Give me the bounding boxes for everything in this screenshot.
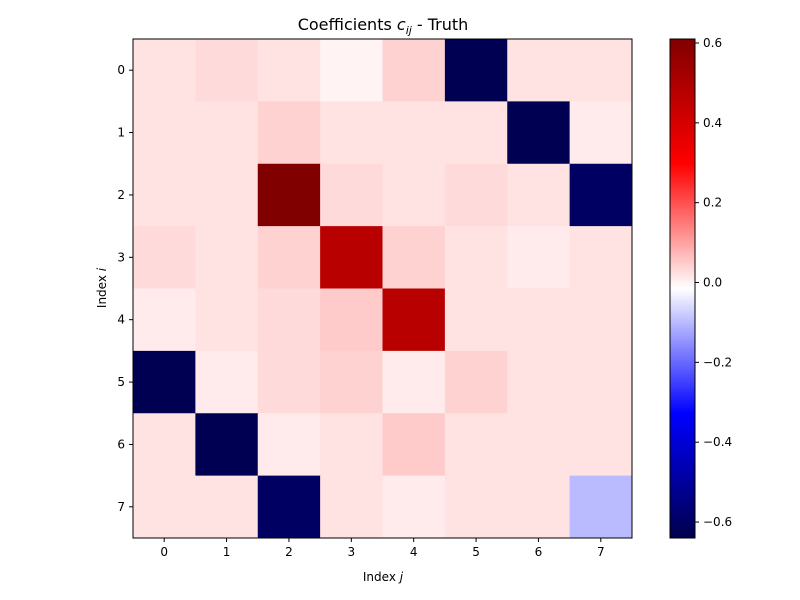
heatmap-cell — [507, 101, 571, 165]
heatmap-cell — [195, 475, 259, 539]
heatmap-cell — [320, 350, 383, 414]
heatmap-cell — [257, 39, 321, 102]
heatmap-cell — [320, 101, 383, 165]
heatmap-cell — [507, 413, 571, 477]
heatmap-cell — [382, 163, 446, 227]
y-tick-label: 6 — [117, 437, 125, 451]
heatmap-cell — [444, 226, 508, 289]
heatmap-cell — [195, 288, 259, 352]
y-tick-label: 7 — [117, 500, 125, 514]
heatmap-cell — [569, 475, 633, 539]
heatmap-cell — [444, 413, 508, 477]
y-tick-label: 1 — [117, 126, 125, 140]
heatmap-cell — [133, 350, 196, 414]
heatmap-cell — [320, 288, 383, 352]
heatmap-cell — [507, 39, 571, 102]
heatmap-cell — [133, 226, 196, 289]
heatmap-cell — [257, 475, 321, 539]
colorbar-tick-label: −0.4 — [703, 435, 732, 449]
heatmap-cell — [382, 39, 446, 102]
heatmap-cell — [320, 475, 383, 539]
heatmap-cell — [195, 39, 259, 102]
heatmap-cell — [444, 39, 508, 102]
heatmap-cell — [507, 226, 571, 289]
heatmap-cell — [195, 226, 259, 289]
heatmap-cell — [569, 226, 633, 289]
heatmap-cell — [382, 226, 446, 289]
heatmap-cell — [507, 475, 571, 539]
heatmap-cell — [382, 413, 446, 477]
x-tick-label: 3 — [347, 545, 355, 559]
heatmap-cell — [195, 101, 259, 165]
plot-frame — [132, 38, 633, 539]
colorbar-tick-label: 0.4 — [703, 116, 722, 130]
heatmap-cell — [507, 350, 571, 414]
colorbar-tick-label: −0.6 — [703, 515, 732, 529]
heatmap-cell — [195, 413, 259, 477]
heatmap-cell — [507, 163, 571, 227]
heatmap-cells — [133, 39, 633, 539]
heatmap-cell — [133, 413, 196, 477]
y-tick-label: 5 — [117, 375, 125, 389]
heatmap-cell — [507, 288, 571, 352]
x-tick-label: 0 — [160, 545, 168, 559]
heatmap-cell — [569, 101, 633, 165]
chart-title: Coefficients cij - Truth — [298, 15, 469, 37]
heatmap-cell — [444, 101, 508, 165]
x-tick-label: 2 — [285, 545, 293, 559]
x-tick-label: 1 — [223, 545, 231, 559]
colorbar-tick-label: 0.6 — [703, 36, 722, 50]
heatmap-cell — [444, 288, 508, 352]
colorbar-ticks: 0.6 0.4 0.2 0.0 −0.2 −0.4 −0.6 — [695, 36, 732, 529]
y-tick-label: 2 — [117, 188, 125, 202]
heatmap-cell — [320, 163, 383, 227]
heatmap-cell — [257, 288, 321, 352]
heatmap-cell — [133, 39, 196, 102]
heatmap-cell — [569, 288, 633, 352]
y-tick-label: 4 — [117, 313, 125, 327]
x-tick-label: 7 — [597, 545, 605, 559]
heatmap-cell — [569, 413, 633, 477]
heatmap-cell — [320, 39, 383, 102]
x-tick-label: 6 — [535, 545, 543, 559]
heatmap-cell — [257, 101, 321, 165]
heatmap-cell — [382, 101, 446, 165]
heatmap-cell — [382, 350, 446, 414]
y-axis-label: Index i — [95, 267, 109, 308]
heatmap-cell — [444, 475, 508, 539]
colorbar-tick-label: −0.2 — [703, 355, 732, 369]
y-axis-ticks: 0 1 2 3 4 5 6 7 — [117, 63, 133, 514]
heatmap-cell — [195, 163, 259, 227]
heatmap-cell — [133, 288, 196, 352]
heatmap-cell — [257, 226, 321, 289]
heatmap-cell — [257, 413, 321, 477]
heatmap-cell — [257, 163, 321, 227]
x-axis-label: Index j — [363, 570, 404, 584]
heatmap-cell — [569, 163, 633, 227]
y-tick-label: 3 — [117, 250, 125, 264]
heatmap-cell — [133, 101, 196, 165]
colorbar — [669, 38, 696, 539]
heatmap-cell — [195, 350, 259, 414]
heatmap-cell — [320, 413, 383, 477]
colorbar-tick-label: 0.2 — [703, 196, 722, 210]
heatmap-cell — [133, 163, 196, 227]
heatmap-cell — [444, 163, 508, 227]
heatmap-cell — [320, 226, 383, 289]
colorbar-tick-label: 0.0 — [703, 276, 722, 290]
heatmap-cell — [569, 39, 633, 102]
heatmap-cell — [382, 475, 446, 539]
x-axis-ticks: 0 1 2 3 4 5 6 7 — [160, 538, 605, 559]
heatmap-cell — [569, 350, 633, 414]
heatmap-cell — [133, 475, 196, 539]
heatmap-cell — [257, 350, 321, 414]
heatmap-cell — [444, 350, 508, 414]
heatmap-cell — [382, 288, 446, 352]
x-tick-label: 5 — [472, 545, 480, 559]
y-tick-label: 0 — [117, 63, 125, 77]
x-tick-label: 4 — [410, 545, 418, 559]
